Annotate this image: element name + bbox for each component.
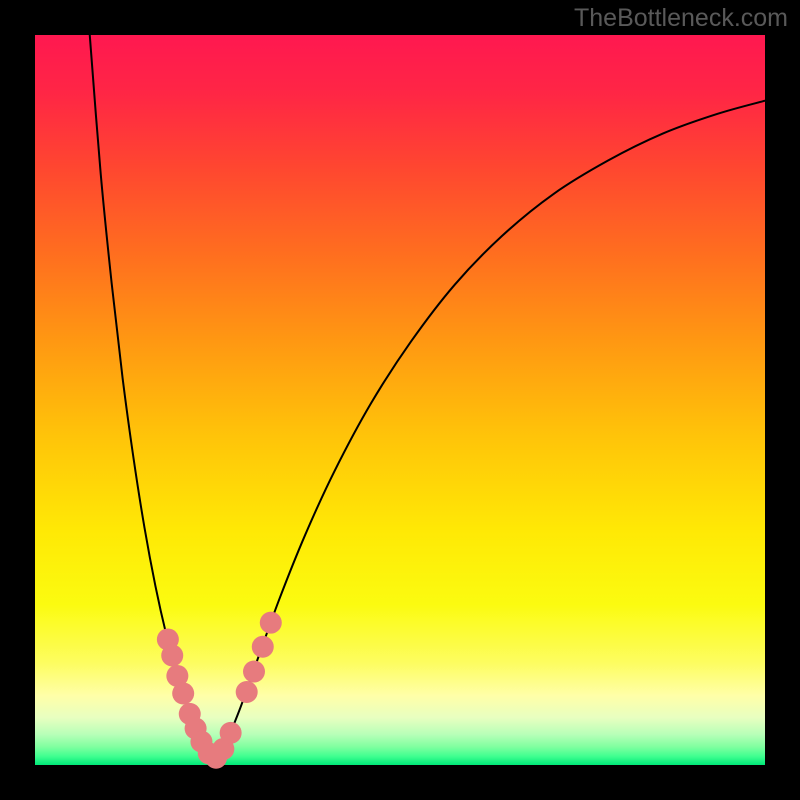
watermark-text: TheBottleneck.com: [574, 4, 788, 33]
bottleneck-chart: [0, 0, 800, 800]
gradient-panel: [35, 35, 765, 765]
data-marker: [220, 722, 242, 744]
chart-stage: TheBottleneck.com: [0, 0, 800, 800]
data-marker: [172, 682, 194, 704]
data-marker: [252, 636, 274, 658]
data-marker: [260, 612, 282, 634]
data-marker: [243, 661, 265, 683]
data-marker: [236, 681, 258, 703]
data-marker: [161, 645, 183, 667]
